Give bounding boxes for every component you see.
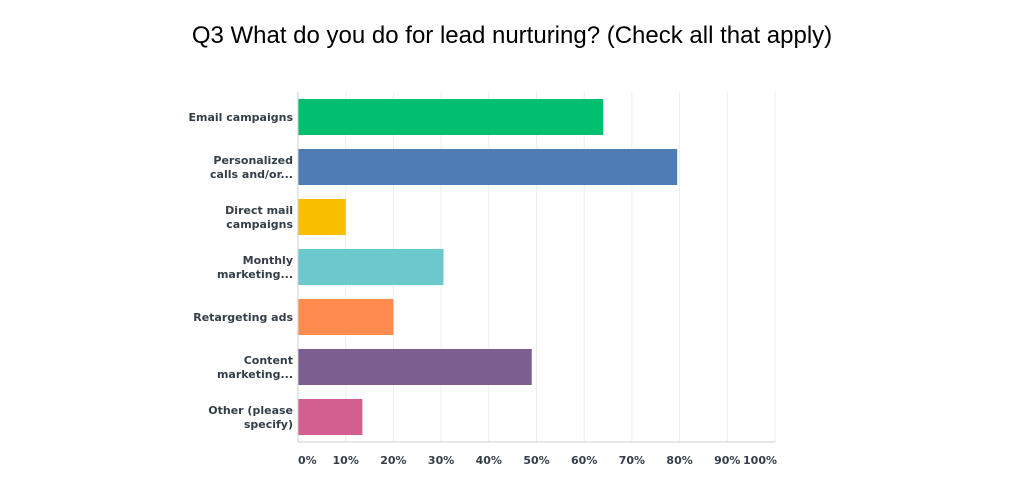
bar (298, 249, 444, 285)
category-label: marketing... (217, 368, 293, 381)
x-tick-label: 10% (333, 454, 359, 467)
axes (297, 92, 775, 443)
category-label: Personalized (213, 154, 293, 167)
bar (298, 299, 394, 335)
bar (298, 349, 532, 385)
category-label: calls and/or... (210, 168, 293, 181)
tick-labels: 0% 10% 20% 30% 40% 50% 60% 70% 80% 90% 100% (298, 454, 777, 467)
x-tick-label: 40% (476, 454, 502, 467)
category-label: Other (please (208, 404, 293, 417)
category-label: marketing... (217, 268, 293, 281)
bar (298, 399, 363, 435)
x-tick-label: 70% (619, 454, 645, 467)
x-tick-label: 50% (523, 454, 549, 467)
bar (298, 99, 604, 135)
category-label: Email campaigns (189, 111, 294, 124)
bar (298, 149, 678, 185)
chart-title: Q3 What do you do for lead nurturing? (C… (191, 22, 833, 49)
x-tick-label: 0% (298, 454, 317, 467)
x-tick-label: 20% (380, 454, 406, 467)
x-tick-label: 90% (714, 454, 740, 467)
bars (298, 99, 678, 435)
x-tick-label: 60% (571, 454, 597, 467)
x-tick-label: 80% (666, 454, 692, 467)
category-label: campaigns (226, 218, 293, 231)
category-label: specify) (244, 418, 293, 431)
category-label: Monthly (243, 254, 293, 267)
category-label: Content (244, 354, 293, 367)
bar (298, 199, 346, 235)
category-label: Direct mail (225, 204, 293, 217)
x-tick-label: 30% (428, 454, 454, 467)
x-tick-label: 100% (743, 454, 777, 467)
category-label: Retargeting ads (193, 311, 293, 324)
